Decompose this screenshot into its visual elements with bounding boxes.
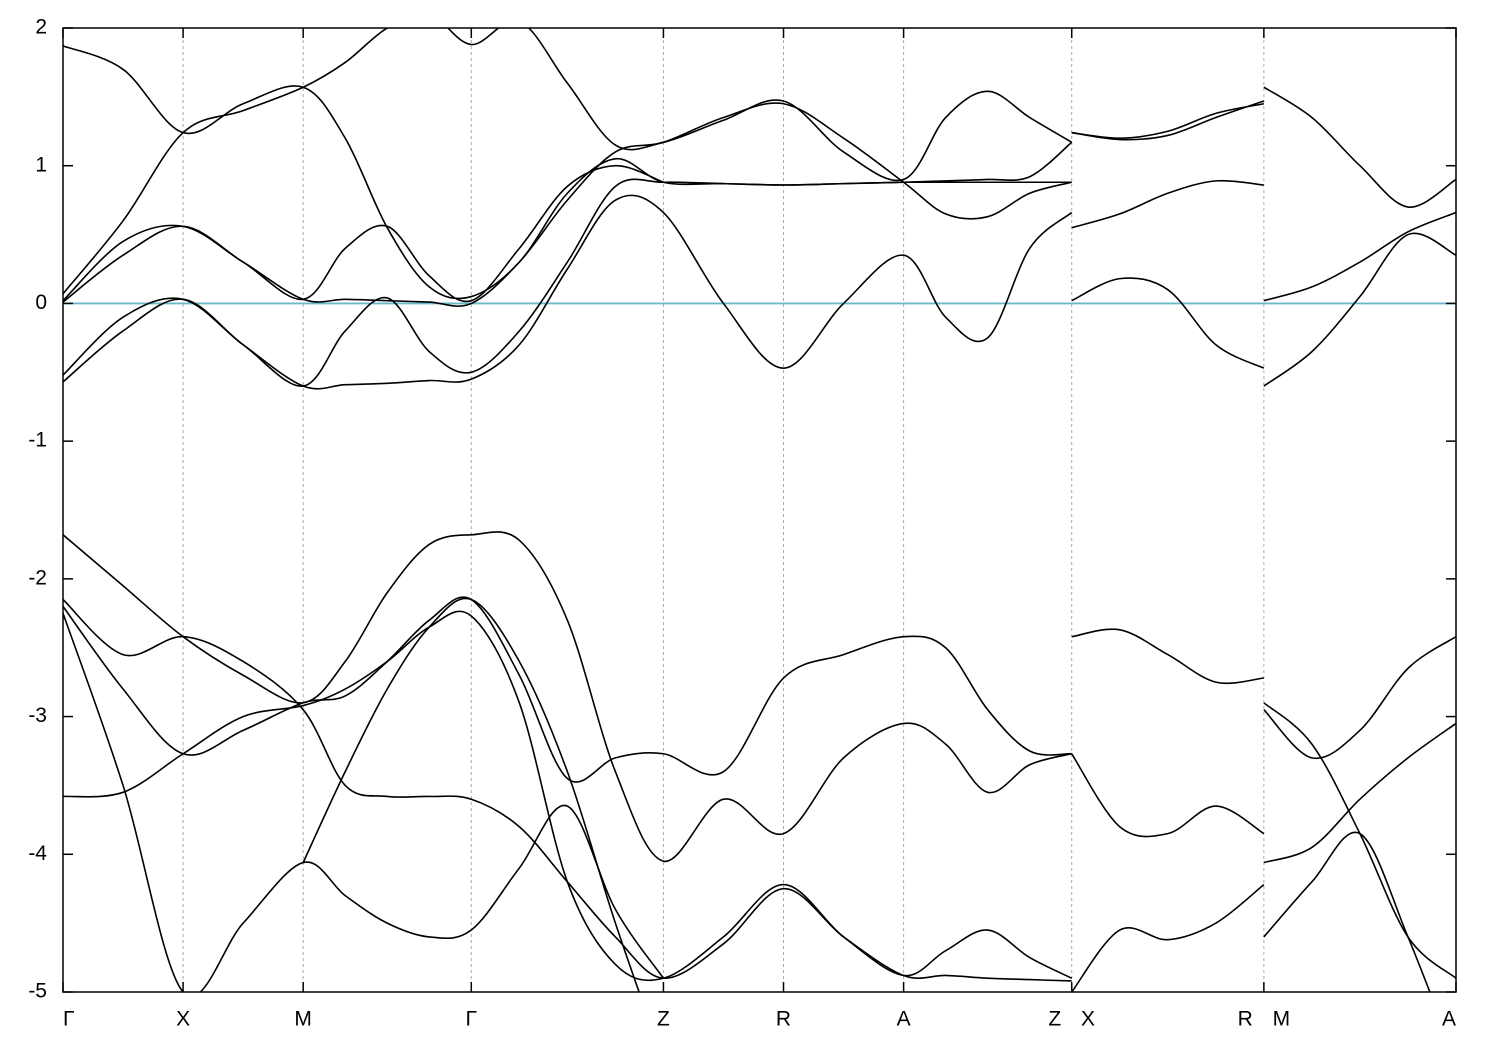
band-line [63,531,1456,862]
y-tick-label: 2 [35,16,47,39]
x-tick-label: R [776,1008,791,1031]
x-tick-label: Z X [1048,1008,1095,1031]
x-tick-label: Γ [466,1008,478,1031]
x-tick-label: A [897,1008,911,1031]
x-tick-label: Z [657,1008,670,1031]
y-tick-label: -5 [28,980,47,1003]
y-tick-label: 0 [35,291,47,314]
y-tick-label: -3 [28,704,47,727]
band-line [63,613,665,992]
y-tick-label: -4 [28,842,47,865]
x-tick-label: Γ [63,1008,75,1031]
x-tick-label: X [176,1008,190,1031]
axes: -5 -4 -3 -2 -1 0 1 2 Γ X M Γ Z R A Z X R M A [28,16,1457,1031]
x-tick-label: R M [1238,1008,1291,1031]
y-tick-label: -2 [28,566,47,589]
band-line [302,597,640,992]
band-line [63,45,1073,300]
band-line [63,28,1265,295]
bands [63,28,1456,992]
y-tick-label: -1 [28,429,47,452]
x-tick-label: A [1442,1008,1456,1031]
band-line [63,610,1431,992]
band-line [63,164,664,303]
x-tick-label: M [294,1008,312,1031]
band-line [63,194,1456,390]
y-tick-label: 1 [35,153,47,176]
plot-frame [62,27,1457,993]
